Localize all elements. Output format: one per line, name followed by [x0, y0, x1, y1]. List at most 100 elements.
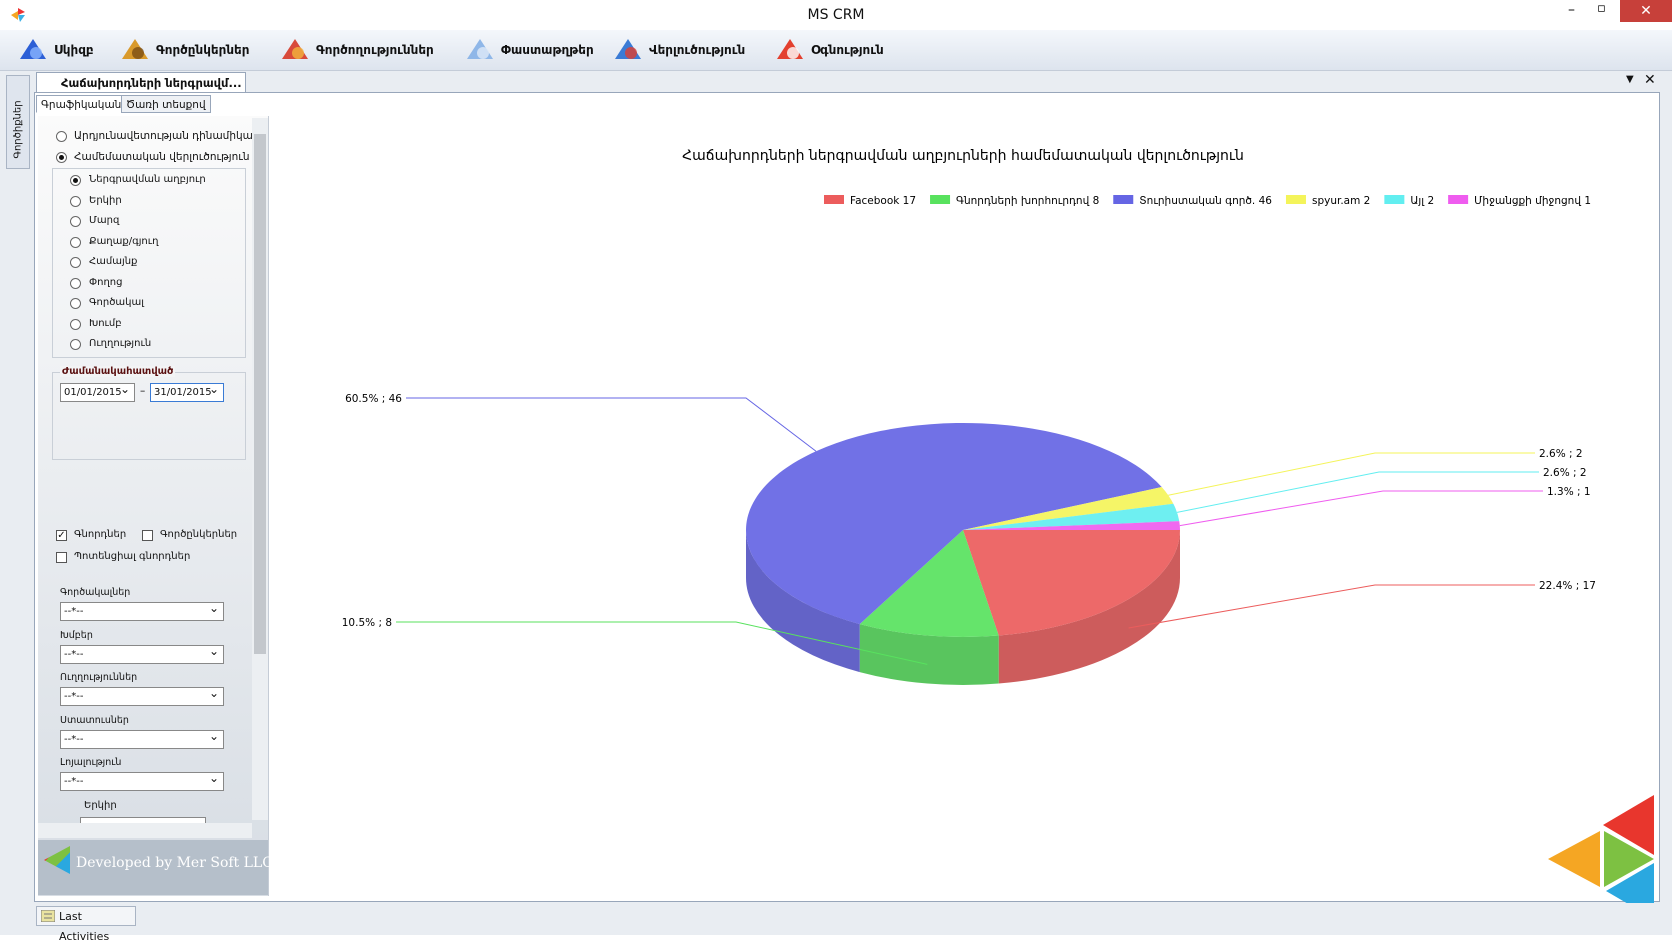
radio-button[interactable] — [70, 257, 81, 268]
leader-line — [1176, 471, 1539, 513]
radio-button[interactable] — [56, 131, 67, 142]
legend-swatch — [1285, 195, 1306, 204]
close-button[interactable]: ✕ — [1620, 0, 1672, 22]
date-to[interactable]: 31/01/2015 — [150, 381, 224, 402]
chart: Հաճախորդների ներգրավման աղբյուրների համե… — [342, 148, 1596, 686]
menu-label: Վերլուծություն — [649, 43, 746, 57]
subtab[interactable]: Գրաֆիկական — [36, 95, 127, 113]
value-label: 22.4% ; 17 — [1539, 580, 1596, 592]
legend-swatch — [1113, 195, 1134, 204]
radio-button[interactable] — [70, 216, 81, 227]
menu-icon — [615, 39, 641, 59]
radio-label: Մարզ — [89, 215, 120, 226]
document-tab[interactable]: Հաճախորդների ներգրավմ... — [36, 72, 246, 92]
radio-label: Համեմատական վերլուծություն — [74, 151, 250, 163]
radio-button[interactable] — [70, 318, 81, 330]
leader-line — [1179, 490, 1543, 527]
maximize-button[interactable]: ▫ — [1597, 1, 1606, 16]
menu-item[interactable]: Օգնություն — [775, 38, 884, 62]
radio-label: Փողոց — [89, 276, 123, 288]
tools-sidebar[interactable]: Գործիքներ — [6, 75, 30, 169]
menu-bar: Սկիզբ Գործընկերներ Գործողություններ Փաստաթղ… — [0, 30, 1672, 71]
dropdown[interactable]: --*-- — [60, 770, 224, 791]
legend-label: Տուրիստական գործ. 46 — [1139, 195, 1272, 207]
radio-label: Ներգրավման աղբյուր — [89, 174, 206, 185]
menu-icon — [20, 39, 46, 59]
status-bar: Last Activities — [0, 903, 1672, 943]
legend-swatch — [1384, 195, 1405, 204]
activities-icon — [41, 910, 55, 922]
radio-button[interactable] — [70, 175, 81, 186]
pie-slice — [963, 521, 1180, 530]
radio-button[interactable] — [70, 339, 81, 350]
dropdown[interactable]: --*-- — [60, 728, 224, 749]
sidebar-label: Գործիքներ — [12, 100, 24, 159]
checkbox[interactable] — [56, 552, 67, 563]
menu-label: Գործընկերներ — [156, 43, 250, 57]
menu-label: Սկիզբ — [54, 43, 94, 57]
leader-line — [1168, 452, 1535, 496]
radio-button[interactable] — [70, 236, 81, 248]
dropdown-label: Ստատուսներ — [60, 714, 129, 726]
value-label: 2.6% ; 2 — [1539, 448, 1583, 460]
extra-dropdown — [80, 817, 206, 824]
subtab[interactable]: Ծառի տեսքով — [121, 95, 211, 113]
value-label: 1.3% ; 1 — [1547, 486, 1591, 498]
dropdown[interactable]: --*-- — [60, 643, 224, 664]
dropdown[interactable]: --*-- — [60, 600, 224, 621]
dropdown[interactable]: --*-- — [60, 685, 224, 706]
pie-slice-side — [998, 530, 1180, 684]
menu-item[interactable]: Գործընկերներ — [120, 38, 249, 62]
chart-title: Հաճախորդների ներգրավման աղբյուրների համե… — [682, 148, 1244, 164]
radio-label: Քաղաք/գյուղ — [89, 235, 159, 247]
legend-swatch — [930, 195, 951, 204]
checkbox-label: Պոտենցիալ գնորդներ — [74, 551, 191, 562]
radio-button[interactable] — [70, 195, 81, 207]
menu-label: Գործողություններ — [316, 43, 434, 57]
checkbox-label: Գործընկերներ — [160, 529, 238, 540]
menu-item[interactable]: Գործողություններ — [280, 38, 434, 62]
menu-item[interactable]: Փաստաթղթեր — [465, 38, 594, 62]
pie-slice-side — [746, 530, 860, 673]
radio-button[interactable] — [56, 152, 67, 163]
legend-label: Միջանցքի միջոցով 1 — [1474, 195, 1591, 207]
checkbox-label: Գնորդներ — [74, 529, 127, 540]
pie-slice — [963, 487, 1174, 530]
minimize-button[interactable]: – — [1568, 2, 1575, 18]
menu-label: Փաստաթղթեր — [501, 43, 594, 57]
tab-close-button[interactable]: ✕ — [1644, 72, 1656, 88]
window-title: MS CRM — [807, 7, 865, 23]
menu-icon — [777, 39, 803, 59]
leader-line — [396, 621, 928, 665]
grouping-box — [52, 168, 246, 358]
radio-label: Համայնք — [89, 256, 138, 267]
menu-item[interactable]: Սկիզբ — [18, 38, 94, 62]
developer-band — [38, 840, 268, 895]
pie-slice — [963, 530, 1180, 636]
menu-item[interactable]: Վերլուծություն — [613, 38, 745, 62]
legend-swatch — [1448, 195, 1469, 204]
value-label: 60.5% ; 46 — [345, 393, 402, 405]
leader-line — [1128, 584, 1535, 629]
menu-label: Օգնություն — [811, 43, 884, 57]
date-separator: – — [140, 385, 146, 397]
tab-list-button[interactable]: ▼ — [1626, 74, 1634, 85]
developer-credit: Developed by Mer Soft LLC — [76, 855, 273, 871]
legend-label: Այլ 2 — [1410, 195, 1434, 207]
horizontal-scrollbar[interactable] — [38, 823, 252, 838]
date-from[interactable]: 01/01/2015 — [60, 381, 135, 402]
legend-label: Գնորդների խորհուրդով 8 — [956, 195, 1099, 207]
radio-label: Արդյունավետության դինամիկա — [74, 130, 253, 142]
menu-icon — [282, 39, 308, 59]
checkbox[interactable] — [142, 530, 153, 541]
radio-button[interactable] — [70, 298, 81, 309]
value-label: 2.6% ; 2 — [1543, 467, 1587, 479]
checkbox[interactable]: ✓ — [56, 530, 67, 541]
scroll-thumb[interactable] — [254, 134, 266, 654]
dropdown-label: Ուղղություններ — [60, 672, 138, 683]
radio-label: Երկիր — [89, 194, 122, 206]
legend-label: Facebook 17 — [850, 195, 916, 207]
radio-button[interactable] — [70, 277, 81, 289]
radio-label: Խումբ — [89, 317, 122, 329]
